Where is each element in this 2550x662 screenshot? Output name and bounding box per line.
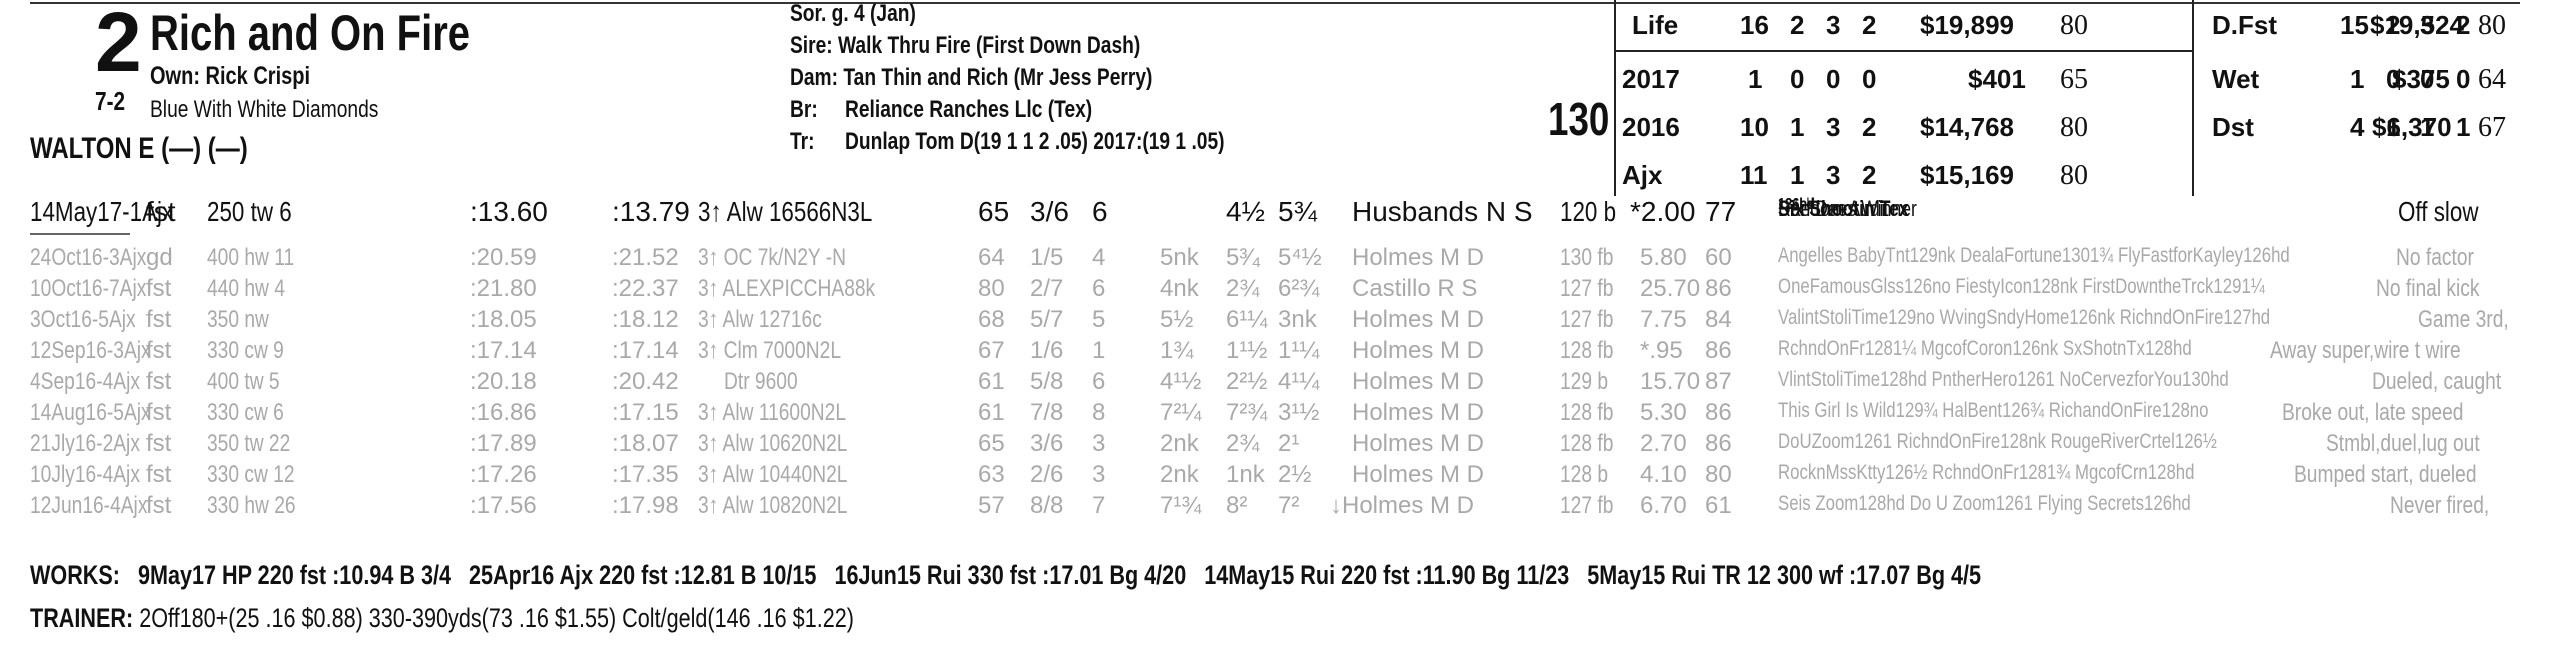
pp-line: 12Sep16-3Ajx fst 330 cw 9 :17.14 :17.14 …	[30, 337, 2461, 364]
dam: Dam: Tan Thin and Rich (Mr Jess Perry)	[790, 64, 1153, 91]
morning-line-odds: 7-2	[95, 86, 126, 116]
pp-line: 14Aug16-5Ajx fst 330 cw 6 :16.86 :17.15 …	[30, 399, 2464, 426]
owner: Own: Rick Crispi	[150, 62, 311, 90]
sex-age: Sor. g. 4 (Jan)	[790, 0, 916, 27]
trainer-line: Dunlap Tom D(19 1 1 2 .05) 2017:(19 1 .0…	[845, 128, 1225, 155]
stats-row-life: Life 16 2 3 2 $19,899 80 D.Fst 15 2 3 2	[1632, 10, 2471, 41]
stats-dst-earn: $6,370	[2372, 112, 2452, 142]
pp-line: 4Sep16-4Ajx fst 400 tw 5 :20.18 :20.42 D…	[30, 368, 2502, 395]
pp-line: 10Oct16-7Ajx fst 440 hw 4 :21.80 :22.37 …	[30, 275, 2480, 302]
pp-line: 12Jun16-4Ajx fst 330 hw 26 :17.56 :17.98…	[30, 492, 2490, 519]
trainer-label: Tr:	[790, 128, 815, 155]
post-position: 2	[95, 0, 142, 89]
pp-line-current: 14May17-1Ajx fst 250 tw 6 :13.60 :13.79 …	[30, 196, 2479, 227]
breeder-label: Br:	[790, 96, 818, 123]
stats-dst-spd: 67	[2478, 112, 2506, 143]
stats-row-2016: 2016 10 1 3 2 $14,768 80 Dst 4 1 1 1	[1622, 112, 2471, 143]
stats-wet-spd: 64	[2478, 64, 2506, 95]
stats-dfst-earn: $19,524	[2370, 10, 2464, 40]
record-box	[1614, 0, 2194, 196]
breeder: Reliance Ranches Llc (Tex)	[845, 96, 1093, 123]
pp-line: 3Oct16-5Ajx fst 350 nw :18.05 :18.12 3↑ …	[30, 306, 2509, 333]
silks-description: Blue With White Diamonds	[150, 96, 379, 123]
pp-line: 24Oct16-3Ajx gd 400 hw 11 :20.59 :21.52 …	[30, 244, 2474, 271]
record-box-divider	[1614, 50, 2192, 52]
trainer-stats-text: 2Off180+(25 .16 $0.88) 330-390yds(73 .16…	[139, 603, 854, 633]
work-item: 16Jun15 Rui 330 fst :17.01 Bg 4/20	[834, 560, 1187, 590]
trainer-stats-line: TRAINER: 2Off180+(25 .16 $0.88) 330-390y…	[30, 603, 1060, 634]
works-line: WORKS: 9May17 HP 220 fst :10.94 B 3/4 25…	[30, 560, 2469, 591]
sire: Sire: Walk Thru Fire (First Down Dash)	[790, 32, 1141, 59]
work-item: 25Apr16 Ajx 220 fst :12.81 B 10/15	[469, 560, 817, 590]
trainer-stats-label: TRAINER:	[30, 603, 134, 633]
pp-line: 10Jly16-4Ajx fst 330 cw 12 :17.26 :17.35…	[30, 461, 2477, 488]
stats-dfst-spd: 80	[2478, 10, 2506, 41]
assigned-weight: 130	[1548, 93, 1610, 145]
stats-wet-earn: $375	[2392, 64, 2450, 94]
work-item: 5May15 Rui TR 12 300 wf :17.07 Bg 4/5	[1587, 560, 1982, 590]
stats-row-2017: 2017 1 0 0 0 $401 65 Wet 1 0 0 0	[1622, 64, 2471, 95]
stats-row-life-earn	[0, 10, 2550, 54]
top-rule	[30, 2, 2520, 4]
work-item: 14May15 Rui 220 fst :11.90 Bg 11/23	[1204, 560, 1570, 590]
work-item: 9May17 HP 220 fst :10.94 B 3/4	[138, 560, 451, 590]
works-label: WORKS:	[30, 560, 120, 590]
current-line-underline	[30, 233, 130, 235]
pp-line: 21Jly16-2Ajx fst 350 tw 22 :17.89 :18.07…	[30, 430, 2480, 457]
jockey-name: WALTON E (—) (—)	[30, 132, 248, 165]
stats-row-track: Ajx 11 1 3 2 $15,169 80	[1622, 160, 2088, 191]
horse-name: Rich and On Fire	[150, 5, 471, 61]
